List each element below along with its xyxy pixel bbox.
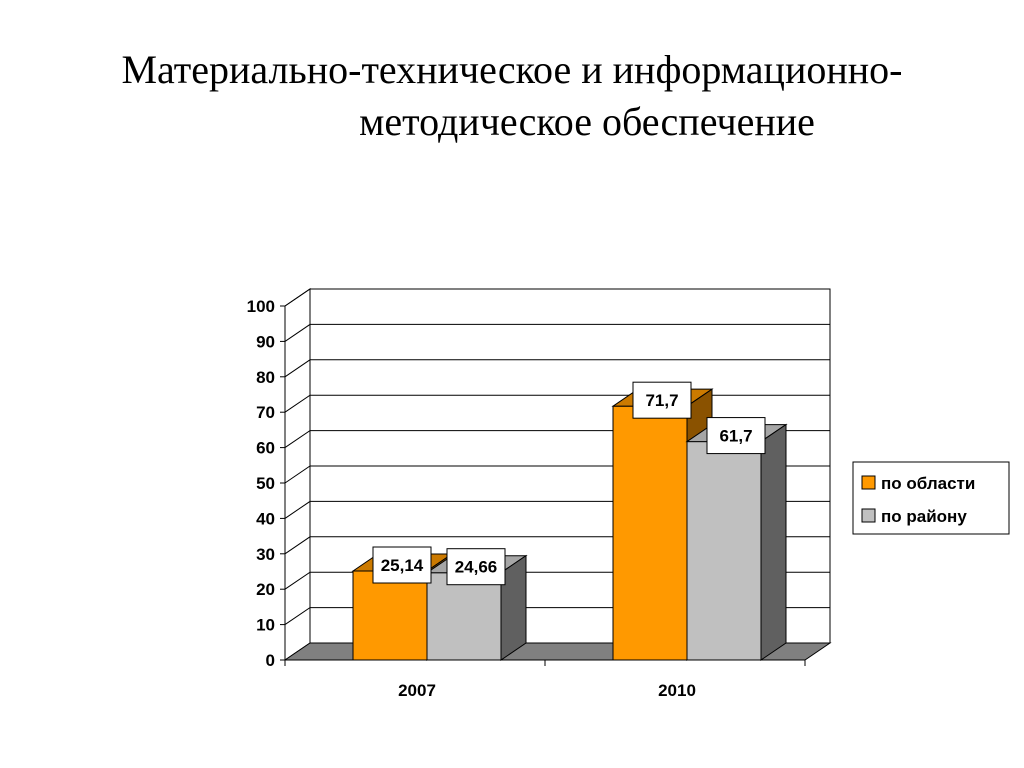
data-label-box [446, 548, 506, 586]
y-tick-label: 80 [256, 368, 275, 387]
x-category-label: 2010 [658, 681, 696, 700]
legend: по области по району [852, 461, 1010, 535]
gridline [284, 288, 830, 307]
data-label-value: 71,7 [645, 391, 678, 410]
y-tick-label: 20 [256, 580, 275, 599]
y-tick-label: 70 [256, 403, 275, 422]
legend-swatch [861, 508, 876, 523]
y-tick-label: 30 [256, 545, 275, 564]
bar-front [686, 441, 762, 661]
legend-label: по району [881, 507, 967, 526]
title-line-2: методическое обеспечение [359, 99, 815, 144]
data-label-box [632, 381, 692, 419]
data-label-value: 61,7 [719, 427, 752, 446]
y-tick-label: 40 [256, 509, 275, 528]
y-tick-label: 60 [256, 439, 275, 458]
data-label-value: 24,66 [455, 558, 498, 577]
y-tick-label: 10 [256, 616, 275, 635]
bar-side [500, 554, 527, 661]
data-label-box [372, 546, 432, 584]
data-label: 61,7 [706, 417, 766, 455]
bar-side [760, 423, 787, 661]
bar-front [352, 570, 428, 661]
y-tick-label: 50 [256, 474, 275, 493]
gridline [284, 323, 830, 342]
bar-front [426, 572, 502, 661]
legend-swatch [861, 475, 876, 490]
legend-box [852, 461, 1010, 535]
bar-front [612, 405, 688, 661]
y-tick-label: 0 [266, 651, 275, 670]
data-label: 71,7 [632, 381, 692, 419]
gridline [284, 359, 830, 378]
y-tick-label: 90 [256, 332, 275, 351]
data-label-box [706, 417, 766, 455]
data-label: 24,66 [446, 548, 506, 586]
slide-title: Материально-техническое и информационно-… [0, 44, 1024, 148]
y-tick-label: 100 [247, 297, 275, 316]
data-label: 25,14 [372, 546, 432, 584]
legend-label: по области [881, 474, 975, 493]
bar [685, 423, 788, 661]
data-label-value: 25,14 [381, 556, 424, 575]
x-category-label: 2007 [398, 681, 436, 700]
title-line-1: Материально-техническое и информационно- [121, 47, 903, 92]
